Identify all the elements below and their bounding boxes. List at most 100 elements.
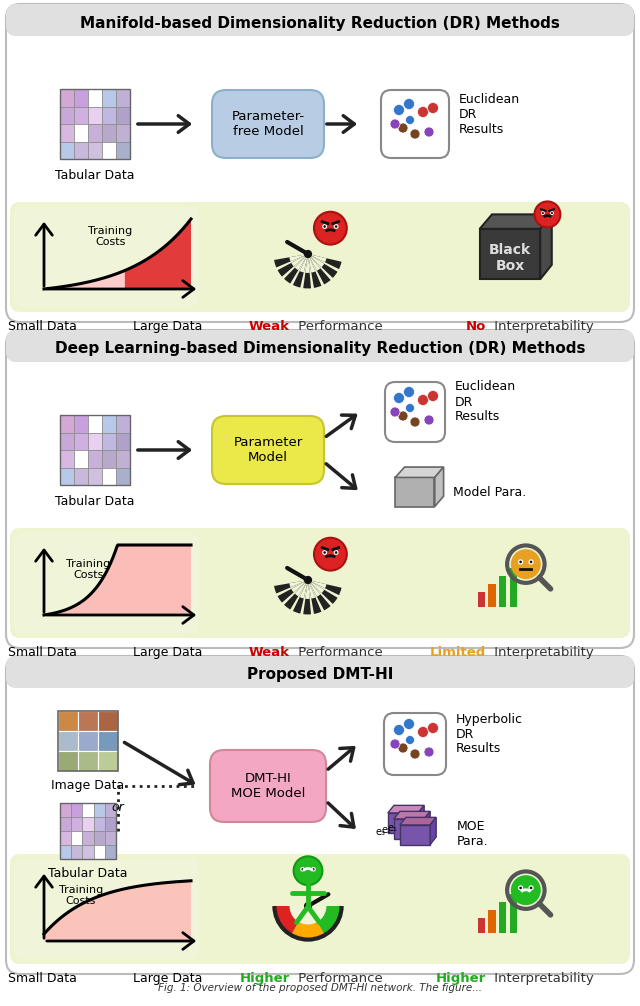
Polygon shape <box>424 812 430 839</box>
Text: Performance: Performance <box>294 320 383 333</box>
Text: Interpretability: Interpretability <box>490 972 594 985</box>
Circle shape <box>542 212 544 214</box>
Wedge shape <box>278 254 308 277</box>
Circle shape <box>323 225 326 227</box>
Text: Proposed DMT-HI: Proposed DMT-HI <box>247 668 393 682</box>
Circle shape <box>398 123 408 133</box>
Bar <box>116 89 130 107</box>
Text: Parameter
Model: Parameter Model <box>234 436 303 464</box>
Circle shape <box>403 99 415 110</box>
Wedge shape <box>303 254 311 289</box>
Circle shape <box>424 127 434 137</box>
Bar <box>102 433 116 450</box>
FancyBboxPatch shape <box>385 382 445 442</box>
Bar <box>102 89 116 107</box>
Circle shape <box>333 224 339 229</box>
Polygon shape <box>44 881 191 941</box>
Circle shape <box>301 868 304 870</box>
Circle shape <box>394 392 404 403</box>
Bar <box>88 415 102 433</box>
Text: Euclidean
DR
Results: Euclidean DR Results <box>459 93 520 136</box>
Circle shape <box>529 885 534 890</box>
Wedge shape <box>308 580 331 611</box>
Text: Black
Box: Black Box <box>489 242 531 273</box>
Text: Higher: Higher <box>240 972 290 985</box>
Circle shape <box>390 119 400 129</box>
Circle shape <box>394 105 404 116</box>
Bar <box>60 89 130 159</box>
Bar <box>102 415 116 433</box>
Text: No: No <box>466 320 486 333</box>
Polygon shape <box>430 817 436 845</box>
Bar <box>60 433 74 450</box>
Wedge shape <box>284 254 308 284</box>
Circle shape <box>335 225 337 227</box>
Wedge shape <box>308 580 337 604</box>
Bar <box>83 803 93 817</box>
Wedge shape <box>308 906 342 936</box>
Circle shape <box>314 212 347 244</box>
Circle shape <box>529 559 534 564</box>
Wedge shape <box>284 580 308 610</box>
Circle shape <box>519 560 522 563</box>
Wedge shape <box>308 254 324 268</box>
Bar <box>78 731 98 751</box>
Bar <box>60 107 74 124</box>
Bar <box>88 468 102 485</box>
Circle shape <box>530 560 532 563</box>
Wedge shape <box>308 580 321 597</box>
Wedge shape <box>289 580 308 588</box>
Circle shape <box>410 417 420 427</box>
FancyBboxPatch shape <box>6 4 634 36</box>
Bar <box>477 918 485 934</box>
FancyBboxPatch shape <box>384 713 446 775</box>
Text: Interpretability: Interpretability <box>490 646 594 659</box>
Circle shape <box>390 407 400 417</box>
Bar <box>60 415 130 485</box>
Text: Manifold-based Dimensionality Reduction (DR) Methods: Manifold-based Dimensionality Reduction … <box>80 15 560 30</box>
Bar <box>58 731 78 751</box>
Circle shape <box>403 386 415 397</box>
FancyBboxPatch shape <box>14 207 199 307</box>
Polygon shape <box>44 545 191 615</box>
Bar <box>60 124 74 142</box>
Circle shape <box>417 726 429 737</box>
Bar <box>105 845 116 859</box>
Bar <box>102 468 116 485</box>
FancyBboxPatch shape <box>14 859 199 959</box>
Bar <box>93 803 105 817</box>
Wedge shape <box>293 254 308 288</box>
Bar <box>93 831 105 845</box>
Bar <box>488 910 495 934</box>
Text: Limited: Limited <box>429 646 486 659</box>
Text: Small Data: Small Data <box>8 972 76 985</box>
FancyBboxPatch shape <box>10 528 630 638</box>
Text: Tabular Data: Tabular Data <box>55 169 135 182</box>
Text: Performance: Performance <box>294 972 383 985</box>
Wedge shape <box>308 580 324 594</box>
Bar <box>105 831 116 845</box>
Wedge shape <box>278 580 308 603</box>
Wedge shape <box>291 580 308 593</box>
Circle shape <box>390 739 400 749</box>
Circle shape <box>398 411 408 421</box>
Bar <box>74 433 88 450</box>
Wedge shape <box>303 580 311 615</box>
Bar <box>394 819 424 839</box>
Bar <box>88 89 102 107</box>
Wedge shape <box>274 254 308 268</box>
Bar <box>58 751 78 771</box>
Circle shape <box>304 575 312 584</box>
Circle shape <box>294 856 323 885</box>
Wedge shape <box>308 580 326 589</box>
Text: Tabular Data: Tabular Data <box>48 867 128 880</box>
Circle shape <box>541 211 545 215</box>
Text: Deep Learning-based Dimensionality Reduction (DR) Methods: Deep Learning-based Dimensionality Reduc… <box>55 341 585 356</box>
Wedge shape <box>293 580 308 614</box>
Wedge shape <box>308 254 337 278</box>
Bar <box>116 142 130 159</box>
Text: or: or <box>111 801 124 814</box>
Bar <box>60 89 74 107</box>
Wedge shape <box>308 580 321 614</box>
Text: Large Data: Large Data <box>133 972 203 985</box>
